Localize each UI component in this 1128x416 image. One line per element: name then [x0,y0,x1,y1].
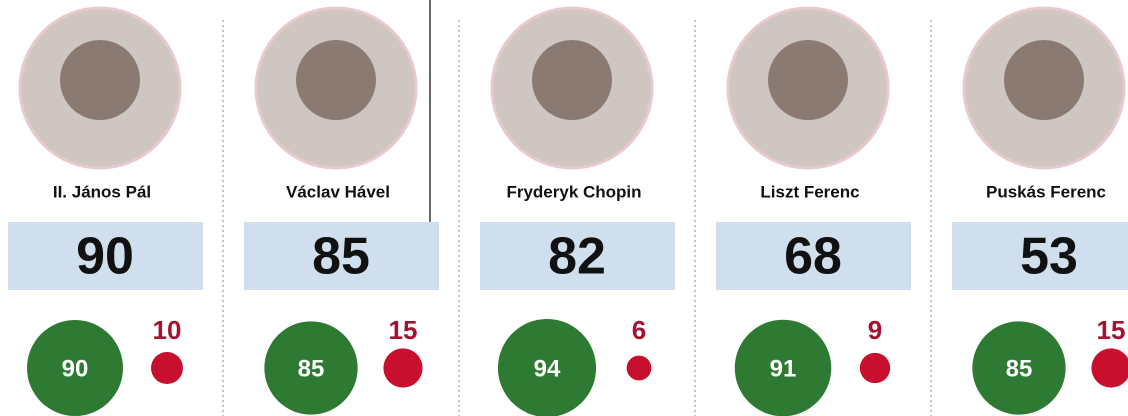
negative-label: 10 [153,315,182,345]
score-band [244,222,439,290]
score: 85 [312,228,370,286]
score-band [952,222,1128,290]
negative-circle [859,352,891,384]
negative-circle [383,348,423,388]
positive-label: 85 [298,355,325,382]
photo-face [296,40,376,120]
negative-label: 15 [1097,315,1126,345]
photo-face [1004,40,1084,120]
score: 53 [1020,228,1078,286]
name: Liszt Ferenc [760,182,859,201]
name: Václav Hável [286,182,390,201]
positive-label: 90 [62,355,89,382]
positive-circle [972,321,1066,415]
positive-circle [497,318,597,416]
score: 82 [548,228,606,286]
positive-label: 94 [534,355,561,382]
score-band [8,222,203,290]
score-band [716,222,911,290]
negative-label: 9 [868,315,882,345]
negative-circle [626,355,652,381]
positive-circle [734,319,832,416]
name: II. János Pál [53,182,151,201]
negative-circle [151,352,183,384]
name: Puskás Ferenc [986,182,1106,201]
positive-label: 91 [770,355,797,382]
photo-face [532,40,612,120]
negative-circle [1091,348,1128,388]
score: 68 [784,228,842,286]
negative-label: 6 [632,315,646,345]
photo-face [60,40,140,120]
score: 90 [76,228,134,286]
photo-face [768,40,848,120]
positive-circle [27,320,123,416]
positive-circle [264,321,358,415]
positive-label: 85 [1006,355,1033,382]
name: Fryderyk Chopin [506,182,641,201]
negative-label: 15 [389,315,418,345]
score-band [480,222,675,290]
